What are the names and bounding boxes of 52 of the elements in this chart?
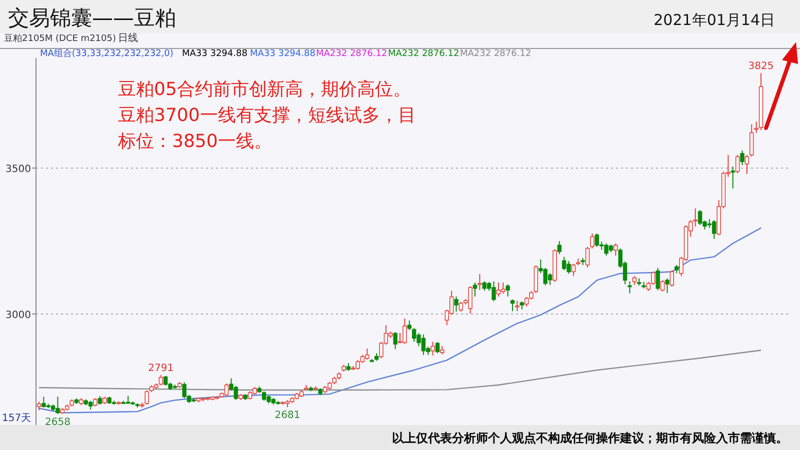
candlestick [740,150,744,166]
y-tick-label: 3500 [6,164,31,176]
candlestick [557,240,562,255]
candlestick [614,242,618,256]
chart-subtitle: 2021年01月14日 [654,11,775,29]
candlestick [693,208,698,227]
annotation: MA33 3294.88 [250,49,316,59]
candlestick [735,154,740,174]
chart-title: 交易锦囊——豆粕 [8,6,176,30]
annotation: MA232 2876.12 [388,49,460,59]
annotation: MA232 2876.12 [460,49,532,59]
candlestick [670,270,674,288]
text: 以上仅代表分析师个人观点不构成任何操作建议；期市有风险入市需谨慎。 [392,431,788,445]
candlestick [744,154,750,174]
text: 豆粕2105M (DCE m2105) [4,33,116,44]
annotation: 2658 [45,416,70,428]
line-series [38,350,762,391]
candlestick [407,320,412,331]
text: 157天 [2,413,32,424]
candlestick [665,278,670,294]
annotation: MA组合(33,33,232,232,232,0) [40,48,174,59]
candlestick [515,300,520,312]
annotation: 豆粕05合约前市创新高，期价高位。豆粕3700一线有支撑，短线试多，目标位：3850一线。 [117,79,416,152]
candlestick [472,282,478,298]
candlestick [510,298,515,312]
annotation: MA232 2876.12 [316,49,388,59]
text: 日线 [118,32,138,44]
candlestick [585,246,590,268]
candlestick [750,124,754,157]
candlestick [754,121,758,134]
candlestick [393,332,398,350]
candlestick [571,263,576,277]
annotation: MA33 3294.88 [182,49,248,59]
candlestick [656,267,660,291]
candlestick [454,296,458,312]
candlestick [144,390,149,406]
annotation: 3825 [748,61,774,72]
candlestick [435,342,440,354]
candlestick [660,280,665,292]
candlestick [430,341,435,356]
candlestick [594,232,600,248]
candlestick [158,374,163,386]
annotation: 2791 [148,363,174,374]
annotation: 2681 [274,410,300,422]
candlestick [496,282,501,298]
candlestick [730,166,735,190]
candlestick [590,232,594,249]
y-tick-label: 3000 [6,310,31,322]
candlestick [628,280,632,294]
candlestick [458,301,464,312]
candlestick [478,274,482,291]
candlestick [506,284,510,298]
